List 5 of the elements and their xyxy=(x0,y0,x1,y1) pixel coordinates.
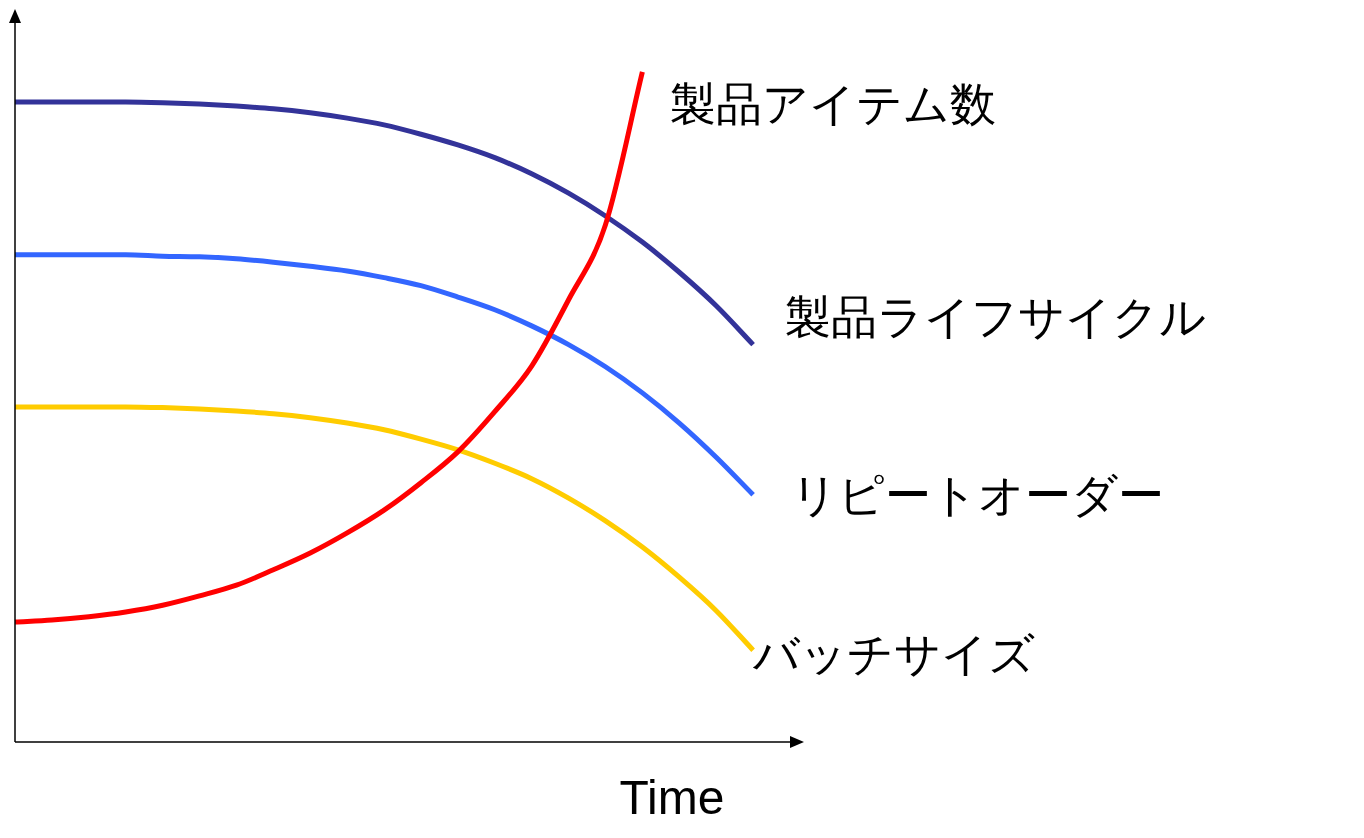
series-label: バッチサイズ xyxy=(752,627,1036,682)
series-label: 製品アイテム数 xyxy=(670,76,997,131)
series-label: リピートオーダー xyxy=(791,467,1165,522)
x-axis-title: Time xyxy=(618,770,726,825)
series-label: 製品ライフサイクル xyxy=(785,289,1207,344)
